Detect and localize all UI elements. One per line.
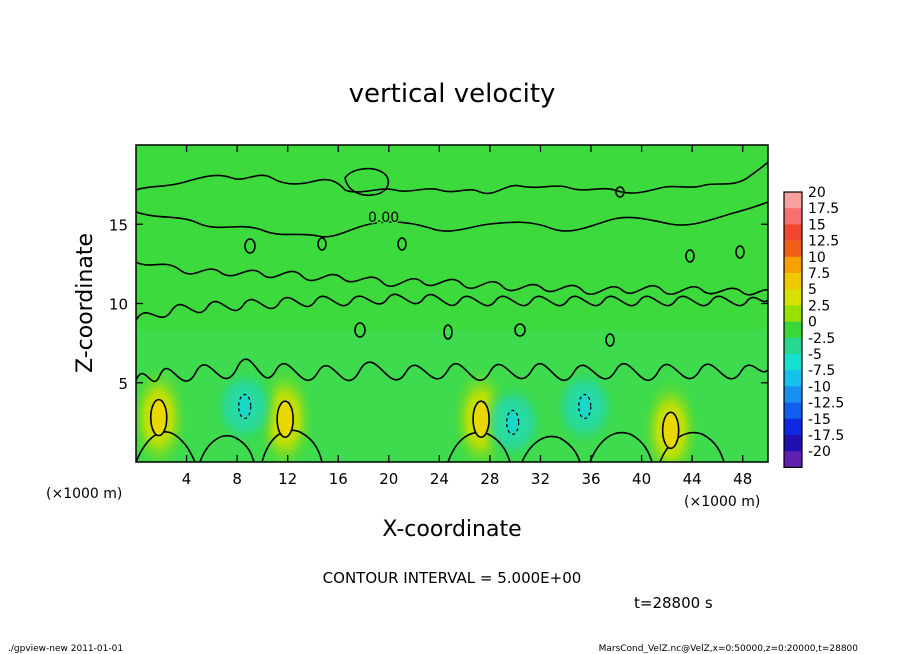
updraft-core-0 [149, 398, 168, 437]
colorbar-label-12: -10 [808, 379, 831, 395]
colorbar-label-14: -15 [808, 412, 831, 428]
updraft-core-3 [661, 411, 680, 450]
x-axis-ticks: 4 8 12 16 20 24 28 32 36 40 44 48 [182, 145, 752, 488]
x-tick-label-6: 28 [480, 470, 499, 488]
colorbar-swatch-7 [784, 305, 802, 322]
colorbar-label-0: 20 [808, 185, 826, 201]
colorbar-swatch-4 [784, 256, 802, 274]
colorbar-label-3: 12.5 [808, 234, 839, 250]
colorbar-swatch-13 [784, 402, 802, 420]
bottom-arches [136, 429, 725, 462]
small-contour-loops [244, 186, 745, 347]
contour-lines [136, 161, 768, 462]
x-tick-label-10: 44 [683, 470, 702, 488]
colorbar-swatch-14 [784, 418, 802, 436]
x-tick-label-4: 20 [379, 470, 398, 488]
colorbar-label-6: 5 [808, 282, 817, 298]
colorbar-label-2: 15 [808, 217, 826, 233]
colorbar-label-15: -17.5 [808, 428, 844, 444]
updraft-core-1 [276, 400, 294, 439]
colorbar-label-10: -5 [808, 347, 822, 363]
downdraft-core-2 [578, 393, 592, 420]
x-axis-units-right: (×1000 m) [684, 494, 760, 510]
colorbar-swatch-3 [784, 240, 802, 258]
colorbar-label-7: 2.5 [808, 298, 830, 314]
colorbar-swatch-9 [784, 337, 802, 355]
colorbar-label-11: -7.5 [808, 363, 835, 379]
colorbar-swatch-0 [784, 192, 802, 209]
colorbar-label-8: 0 [808, 315, 817, 331]
contour-label: 0.00 [368, 210, 399, 226]
x-axis-label: X-coordinate [382, 517, 521, 542]
downdraft-core-1 [506, 409, 520, 436]
colorbar-swatch-15 [784, 435, 802, 452]
downdraft-core-0 [238, 393, 252, 420]
y-tick-label-2: 15 [109, 216, 128, 234]
colorbar-label-4: 10 [808, 250, 826, 266]
colorbar-frame [783, 191, 803, 468]
x-tick-label-8: 36 [581, 470, 600, 488]
colorbar-swatch-16 [784, 451, 802, 468]
x-tick-label-9: 40 [632, 470, 651, 488]
colorbar-label-9: -2.5 [808, 331, 835, 347]
colorbar-label-16: -20 [808, 444, 831, 460]
x-tick-label-5: 24 [430, 470, 449, 488]
time-label: t=28800 s [634, 594, 713, 612]
y-tick-label-0: 5 [118, 375, 128, 393]
colorbar-swatch-6 [784, 289, 802, 306]
x-tick-label-2: 12 [278, 470, 297, 488]
x-axis-units-left: (×1000 m) [46, 486, 122, 502]
y-axis-label: Z-coordinate [73, 233, 98, 373]
colorbar-swatch-11 [784, 370, 802, 387]
upper-contour-line [136, 161, 768, 195]
downdraft-layer [238, 393, 592, 436]
colorbar-swatch-8 [784, 321, 802, 339]
upper-contour-loop [344, 167, 390, 196]
footer-right: MarsCond_VelZ.nc@VelZ,x=0:50000,z=0:2000… [599, 644, 859, 654]
colorbar-swatch-1 [784, 208, 802, 225]
colorbar-swatch-5 [784, 273, 802, 290]
x-tick-label-7: 32 [531, 470, 550, 488]
y-tick-label-1: 10 [109, 296, 128, 314]
colorbar: 2017.51512.5107.552.50-2.5-5-7.5-10-12.5… [783, 185, 844, 468]
contour-interval-label: CONTOUR INTERVAL = 5.000E+00 [323, 569, 582, 587]
colorbar-label-1: 17.5 [808, 201, 839, 217]
x-tick-label-1: 8 [232, 470, 242, 488]
updraft-layer [149, 398, 680, 450]
colorbar-swatch-10 [784, 354, 802, 371]
x-tick-label-11: 48 [733, 470, 752, 488]
base-contour-line [136, 358, 768, 383]
colorbar-label-5: 7.5 [808, 266, 830, 282]
x-tick-label-0: 4 [182, 470, 192, 488]
noise-contour-line [136, 293, 768, 321]
colorbar-swatch-12 [784, 386, 802, 403]
mid-contour-line [136, 201, 768, 238]
chart-title: vertical velocity [349, 79, 556, 109]
updraft-core-2 [472, 400, 490, 439]
footer-left: ./gpview-new 2011-01-01 [8, 644, 123, 654]
lower-contour-line [136, 261, 768, 296]
plot-area: 0.00 [136, 145, 768, 462]
y-axis-ticks: 5 10 15 [109, 216, 768, 393]
colorbar-swatch-2 [784, 224, 802, 241]
colorbar-label-13: -12.5 [808, 396, 844, 412]
x-tick-label-3: 16 [329, 470, 348, 488]
